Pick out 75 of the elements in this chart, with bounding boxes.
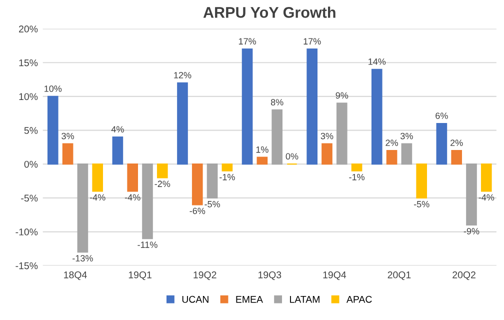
data-label: 4% <box>111 126 124 132</box>
bar <box>480 164 492 192</box>
x-tick-label: 19Q1 <box>128 271 152 280</box>
bar <box>62 143 74 165</box>
x-tick-label: 19Q4 <box>323 271 346 280</box>
data-label: -4% <box>90 194 106 201</box>
bar <box>451 150 462 165</box>
y-tick-label: 5% <box>24 127 38 134</box>
bar <box>222 164 233 172</box>
data-label: -2% <box>154 180 170 188</box>
legend-label: APAC <box>346 296 372 303</box>
data-label: -5% <box>204 201 220 208</box>
data-label: 17% <box>238 38 256 44</box>
bar <box>256 156 268 165</box>
legend-label: LATAM <box>290 296 320 303</box>
legend-label: EMEA <box>236 296 263 303</box>
data-label: -11% <box>138 242 158 248</box>
data-label: 10% <box>44 86 62 92</box>
y-tick-label: -15% <box>16 262 38 270</box>
bar <box>77 164 88 253</box>
bar <box>322 143 332 165</box>
data-label: -13% <box>72 255 93 262</box>
data-label: 17% <box>304 38 321 44</box>
data-label: 3% <box>400 132 413 140</box>
bar <box>112 136 124 165</box>
bar <box>47 96 58 165</box>
bar <box>156 164 168 178</box>
x-tick-label: 19Q3 <box>258 271 282 280</box>
data-label: -5% <box>414 201 430 208</box>
y-tick-label: -10% <box>16 228 38 236</box>
data-label: 3% <box>62 132 74 140</box>
bar <box>436 122 448 165</box>
bar <box>192 164 203 206</box>
y-tick-label: 15% <box>19 59 38 66</box>
y-tick-label: 10% <box>19 93 38 100</box>
bar <box>401 143 412 165</box>
bar <box>371 68 382 165</box>
bar <box>242 48 253 165</box>
x-tick-label: 20Q1 <box>388 271 411 280</box>
data-label: -1% <box>349 174 364 180</box>
bar <box>206 164 218 198</box>
bar <box>272 109 283 165</box>
bar <box>177 82 188 165</box>
bar <box>92 164 104 192</box>
x-tick-label: 20Q2 <box>452 271 476 280</box>
bar <box>466 164 477 226</box>
data-label: 9% <box>336 92 348 99</box>
bar <box>386 150 398 165</box>
data-label: 2% <box>386 140 398 146</box>
data-label: 8% <box>270 99 284 106</box>
data-label: 12% <box>174 72 192 78</box>
y-tick-label: 20% <box>19 26 38 32</box>
y-tick-label: 0% <box>24 160 38 168</box>
bar <box>142 164 153 240</box>
x-tick-label: 18Q4 <box>64 271 87 280</box>
bar <box>416 164 428 198</box>
data-label: 3% <box>320 132 334 140</box>
x-tick-label: 19Q2 <box>194 271 216 280</box>
data-label: 2% <box>450 140 463 146</box>
data-label: 0% <box>286 153 298 160</box>
y-tick-label: -5% <box>21 194 38 202</box>
data-label: -4% <box>478 194 494 201</box>
data-label: 14% <box>368 58 386 65</box>
data-label: -9% <box>464 228 480 234</box>
data-label: -6% <box>190 208 206 214</box>
bar <box>306 48 318 165</box>
data-label: -1% <box>220 174 235 180</box>
legend-label: UCAN <box>182 296 208 303</box>
chart-title: ARPU YoY Growth <box>203 6 336 18</box>
bar <box>336 102 348 165</box>
bar <box>351 164 362 172</box>
bar <box>127 164 138 192</box>
data-label: 1% <box>256 146 268 153</box>
data-label: 6% <box>436 112 448 119</box>
data-label: -4% <box>124 194 140 201</box>
